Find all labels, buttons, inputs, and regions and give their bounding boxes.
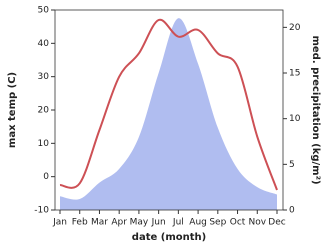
y-tick-label: 0 [43, 172, 49, 182]
x-axis-title: date (month) [132, 232, 206, 243]
y-tick-label: 40 [38, 39, 50, 49]
y2-tick-label: 0 [289, 206, 295, 216]
y2-tick-label: 20 [289, 23, 301, 33]
x-tick-label: Aug [189, 218, 207, 228]
y-tick-label: -10 [34, 206, 49, 216]
y-tick-label: 50 [38, 6, 50, 16]
temperature-line [59, 18, 278, 191]
y-tick-label: 10 [38, 139, 50, 149]
x-tick-label: Jan [52, 218, 67, 228]
y2-tick-label: 15 [289, 69, 300, 79]
y-tick-label: 20 [38, 106, 50, 116]
y2-axis-title: med. precipitation (kg/m²) [310, 35, 321, 184]
precipitation-area [60, 18, 277, 211]
x-tick-label: Jun [151, 218, 166, 228]
x-tick-label: Mar [91, 218, 108, 228]
x-tick-label: Oct [230, 218, 246, 228]
x-tick-label: Feb [72, 218, 88, 228]
y2-tick-label: 10 [289, 114, 301, 124]
x-tick-label: Dec [268, 218, 285, 228]
x-tick-label: Apr [111, 218, 127, 228]
x-tick-label: Sep [209, 218, 226, 228]
y-axis-title: max temp (C) [7, 72, 18, 148]
y2-tick-label: 5 [289, 160, 295, 170]
x-tick-label: Nov [248, 218, 266, 228]
x-tick-label: May [130, 218, 149, 228]
y-tick-label: 30 [38, 72, 50, 82]
x-tick-label: Jul [172, 218, 184, 228]
